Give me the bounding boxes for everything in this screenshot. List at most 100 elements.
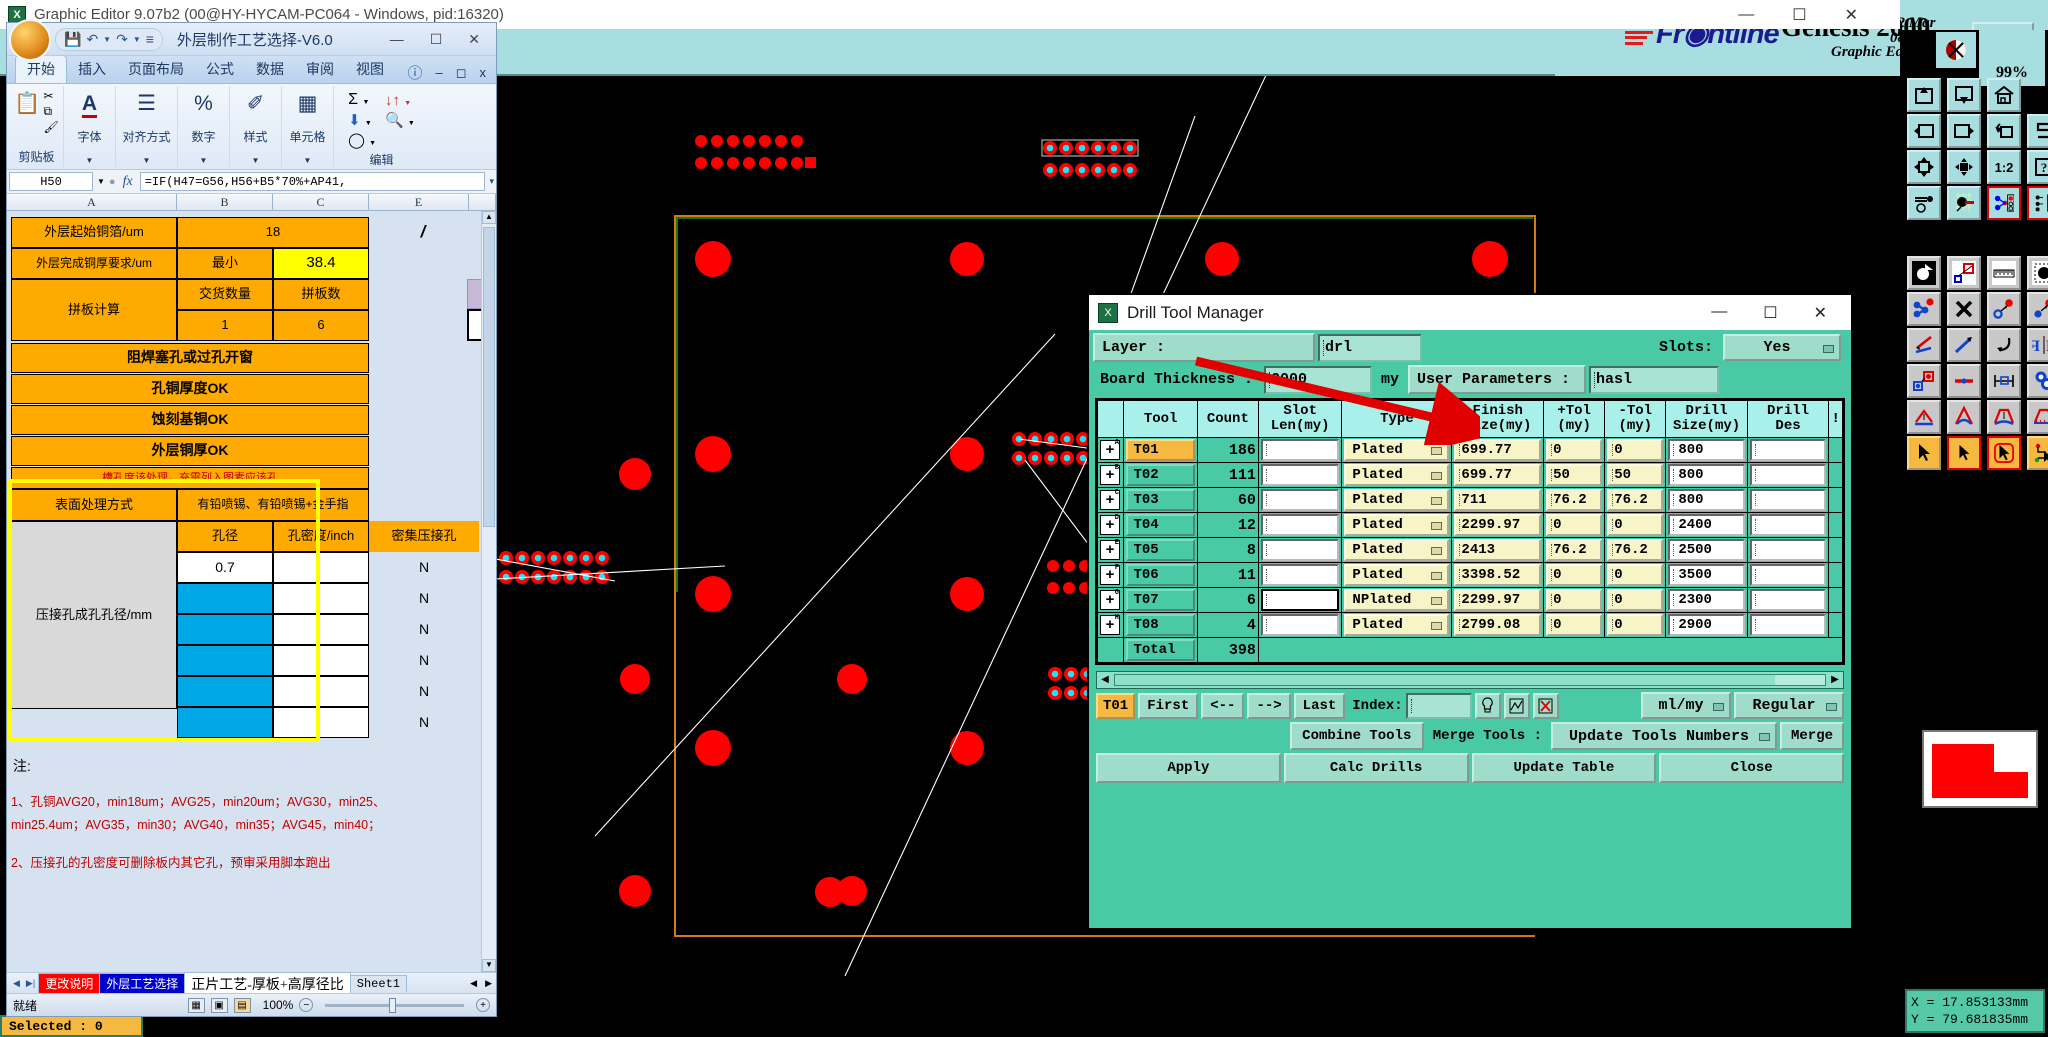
combine-tools-button[interactable]: Combine Tools [1289, 722, 1424, 750]
window-minimize-button[interactable]: — [1738, 5, 1755, 23]
slot-len-input[interactable] [1260, 464, 1340, 486]
row-drill-cell[interactable]: 2900 [1665, 612, 1748, 638]
drill-des-input[interactable] [1749, 439, 1827, 461]
finish-size-input[interactable]: 699.77 [1454, 439, 1542, 461]
row-type-cell[interactable]: Plated [1341, 437, 1453, 463]
clear-icon[interactable]: ◯ ▼ [348, 132, 377, 149]
cell-b-delivery-qty-label[interactable]: 交货数量 [177, 279, 273, 310]
cells-icon[interactable]: ▦ [297, 92, 318, 115]
column-header-E[interactable]: E [369, 194, 469, 210]
font-A-icon[interactable]: A [81, 92, 98, 118]
styles-icon[interactable]: ✐ [246, 92, 265, 115]
normal-view-icon[interactable]: ▦ [187, 997, 205, 1013]
cell-a-panel-calc-label[interactable]: 拼板计算 [11, 279, 177, 341]
tab-review[interactable]: 审阅 [306, 61, 334, 77]
row-expand-cell[interactable]: + C [1096, 487, 1125, 513]
drill-size-input[interactable]: 800 [1668, 489, 1745, 511]
dimension-icon[interactable] [1987, 364, 2021, 398]
finish-size-input[interactable]: 711 [1454, 489, 1542, 511]
fx-icon[interactable]: fx [122, 173, 133, 189]
zoom-extents-icon[interactable] [1907, 150, 1941, 184]
page-layout-icon[interactable]: ▣ [210, 997, 228, 1013]
row-drill-cell[interactable]: 2500 [1665, 537, 1748, 563]
office-orb-button[interactable] [9, 19, 51, 61]
table-row[interactable]: + G T07 6 NPlated 2299.97 0 0 2300 [1096, 587, 1843, 613]
type-select[interactable]: Plated [1344, 514, 1450, 536]
row-expand-cell[interactable]: + A [1096, 437, 1125, 463]
row-des-cell[interactable] [1746, 462, 1830, 488]
row-finish-cell[interactable]: 3398.52 [1451, 562, 1545, 588]
window-close-button[interactable]: ✕ [1844, 6, 1858, 24]
update-table-button[interactable]: Update Table [1471, 753, 1657, 783]
row-type-cell[interactable]: Plated [1341, 462, 1453, 488]
row-tool-cell[interactable]: T07 [1123, 587, 1198, 613]
minus-tol-input[interactable]: 0 [1607, 564, 1664, 586]
cut-icon[interactable]: ✂ [43, 89, 54, 103]
ribbon-close-icon[interactable]: x [479, 65, 487, 80]
percent-icon[interactable]: % [194, 92, 213, 115]
td-density-0[interactable] [273, 552, 369, 583]
drill-size-input[interactable]: 2300 [1668, 589, 1745, 611]
row-type-cell[interactable]: Plated [1341, 487, 1453, 513]
row-slotlen-cell[interactable] [1257, 462, 1343, 488]
expand-plus-icon[interactable]: + H [1100, 615, 1120, 635]
zoom-in-button[interactable]: + [476, 998, 490, 1012]
tab-data[interactable]: 数据 [256, 61, 284, 77]
td-dia-2[interactable] [177, 614, 273, 645]
column-header-B[interactable]: B [177, 194, 273, 210]
down-arrow-box-icon[interactable] [1947, 78, 1981, 112]
next-button[interactable]: --> [1247, 692, 1291, 719]
settings-palette-icon[interactable] [1907, 186, 1941, 220]
tool-button[interactable]: T05 [1126, 539, 1195, 561]
slots-select[interactable]: Yes [1723, 334, 1841, 361]
plus-tol-input[interactable]: 0 [1546, 589, 1603, 611]
expand-plus-icon[interactable]: + D [1100, 515, 1120, 535]
drill-size-input[interactable]: 2400 [1668, 514, 1745, 536]
expand-plus-icon[interactable]: + C [1100, 490, 1120, 510]
drill-size-input[interactable]: 800 [1668, 439, 1745, 461]
drill-size-input[interactable]: 2900 [1668, 614, 1745, 636]
td-dia-1[interactable] [177, 583, 273, 614]
plus-tol-input[interactable]: 0 [1546, 564, 1603, 586]
board-thumbnail[interactable] [1922, 730, 2038, 808]
row-drill-cell[interactable]: 800 [1665, 437, 1748, 463]
td-dense-5[interactable]: N [418, 713, 430, 730]
row-ptol-cell[interactable]: 0 [1543, 437, 1606, 463]
stop-button[interactable] [1936, 32, 1976, 68]
table-row[interactable]: + A T01 186 Plated 699.77 0 0 800 [1096, 437, 1843, 463]
user-parameters-input[interactable]: hasl [1589, 365, 1720, 394]
row-ptol-cell[interactable]: 0 [1543, 512, 1606, 538]
row-type-cell[interactable]: Plated [1341, 512, 1453, 538]
slot-len-input[interactable] [1260, 439, 1340, 461]
tab-home[interactable]: 开始 [15, 55, 67, 83]
up-arrow-box-icon[interactable] [1907, 78, 1941, 112]
row-finish-cell[interactable]: 2299.97 [1451, 512, 1545, 538]
row-type-cell[interactable]: Plated [1341, 537, 1453, 563]
row-slotlen-cell[interactable] [1257, 437, 1343, 463]
column-header-C[interactable]: C [273, 194, 369, 210]
sheet-tab-3[interactable]: Sheet1 [349, 974, 407, 992]
move-point-icon[interactable] [2027, 292, 2048, 326]
finish-size-input[interactable]: 3398.52 [1454, 564, 1542, 586]
row-ptol-cell[interactable]: 76.2 [1543, 537, 1606, 563]
redo-dropdown-icon[interactable]: ▼ [132, 34, 141, 44]
target-grid-icon[interactable] [1947, 186, 1981, 220]
row-ntol-cell[interactable]: 0 [1604, 612, 1667, 638]
expand-plus-icon[interactable]: + A [1100, 440, 1120, 460]
banner-row-3[interactable]: 外层铜厚OK [11, 436, 369, 466]
cell-a-finish-copper-label[interactable]: 外层完成铜厚要求/um [11, 248, 177, 279]
row-tool-cell[interactable]: T04 [1123, 512, 1198, 538]
triangle-up-icon[interactable] [1907, 400, 1941, 434]
table-hscrollbar[interactable]: ◀ ▶ [1096, 671, 1844, 689]
move-copy-icon[interactable] [1987, 292, 2021, 326]
net-compare-red-icon[interactable] [1987, 186, 2021, 220]
cell-bc-copper-value[interactable]: 18 [177, 217, 369, 248]
net-compare2-red-icon[interactable] [2027, 186, 2048, 220]
scroll-down-arrow[interactable]: ▼ [482, 959, 496, 972]
slot-len-input[interactable] [1260, 564, 1340, 586]
finish-size-input[interactable]: 2299.97 [1454, 514, 1542, 536]
ribbon-minimize-icon[interactable]: – [435, 65, 443, 80]
merge-button[interactable]: Merge [1780, 722, 1844, 750]
tool-button[interactable]: T07 [1126, 589, 1195, 611]
excel-minimize-button[interactable]: — [389, 30, 404, 47]
